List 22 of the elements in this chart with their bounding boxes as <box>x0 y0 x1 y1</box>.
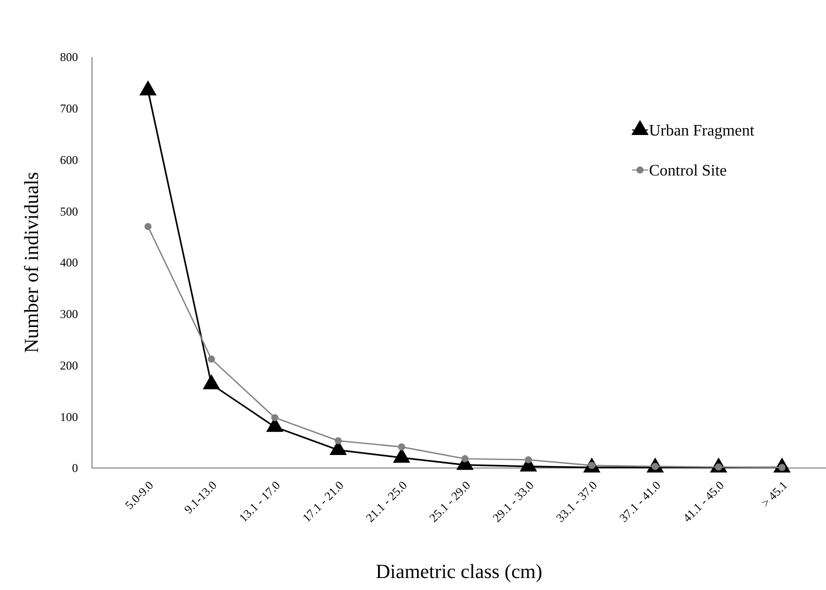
x-tick-label: 13.1 - 17.0 <box>236 478 283 525</box>
x-tick-label: 17.1 - 21.0 <box>300 478 346 525</box>
x-axis-title: Diametric class (cm) <box>376 561 542 583</box>
x-tick-label: 21.1 - 25.0 <box>363 478 410 525</box>
x-tick-label: 33.1 - 37.0 <box>553 478 600 525</box>
y-tick-label: 400 <box>60 256 78 270</box>
legend-label: Urban Fragment <box>649 122 755 140</box>
x-tick-label: > 45.1 <box>758 478 790 510</box>
y-tick-label: 0 <box>72 461 78 476</box>
y-tick-label: 700 <box>60 102 78 116</box>
x-tick-label: 29.1 - 33.0 <box>490 478 537 525</box>
y-tick-label: 800 <box>60 50 78 64</box>
y-tick-label: 500 <box>60 204 78 218</box>
y-tick-label: 100 <box>60 410 78 424</box>
x-tick-label: 25.1 - 29.0 <box>426 478 474 525</box>
y-tick-label: 200 <box>60 358 78 372</box>
y-tick-label: 300 <box>60 307 78 322</box>
x-tick-label: 41.1 - 45.0 <box>680 478 727 525</box>
y-tick-label: 600 <box>60 152 78 167</box>
y-axis-title: Number of individuals <box>21 172 43 354</box>
x-tick-label: 37.1 - 41.0 <box>616 478 664 525</box>
legend-label: Control Site <box>649 162 727 180</box>
